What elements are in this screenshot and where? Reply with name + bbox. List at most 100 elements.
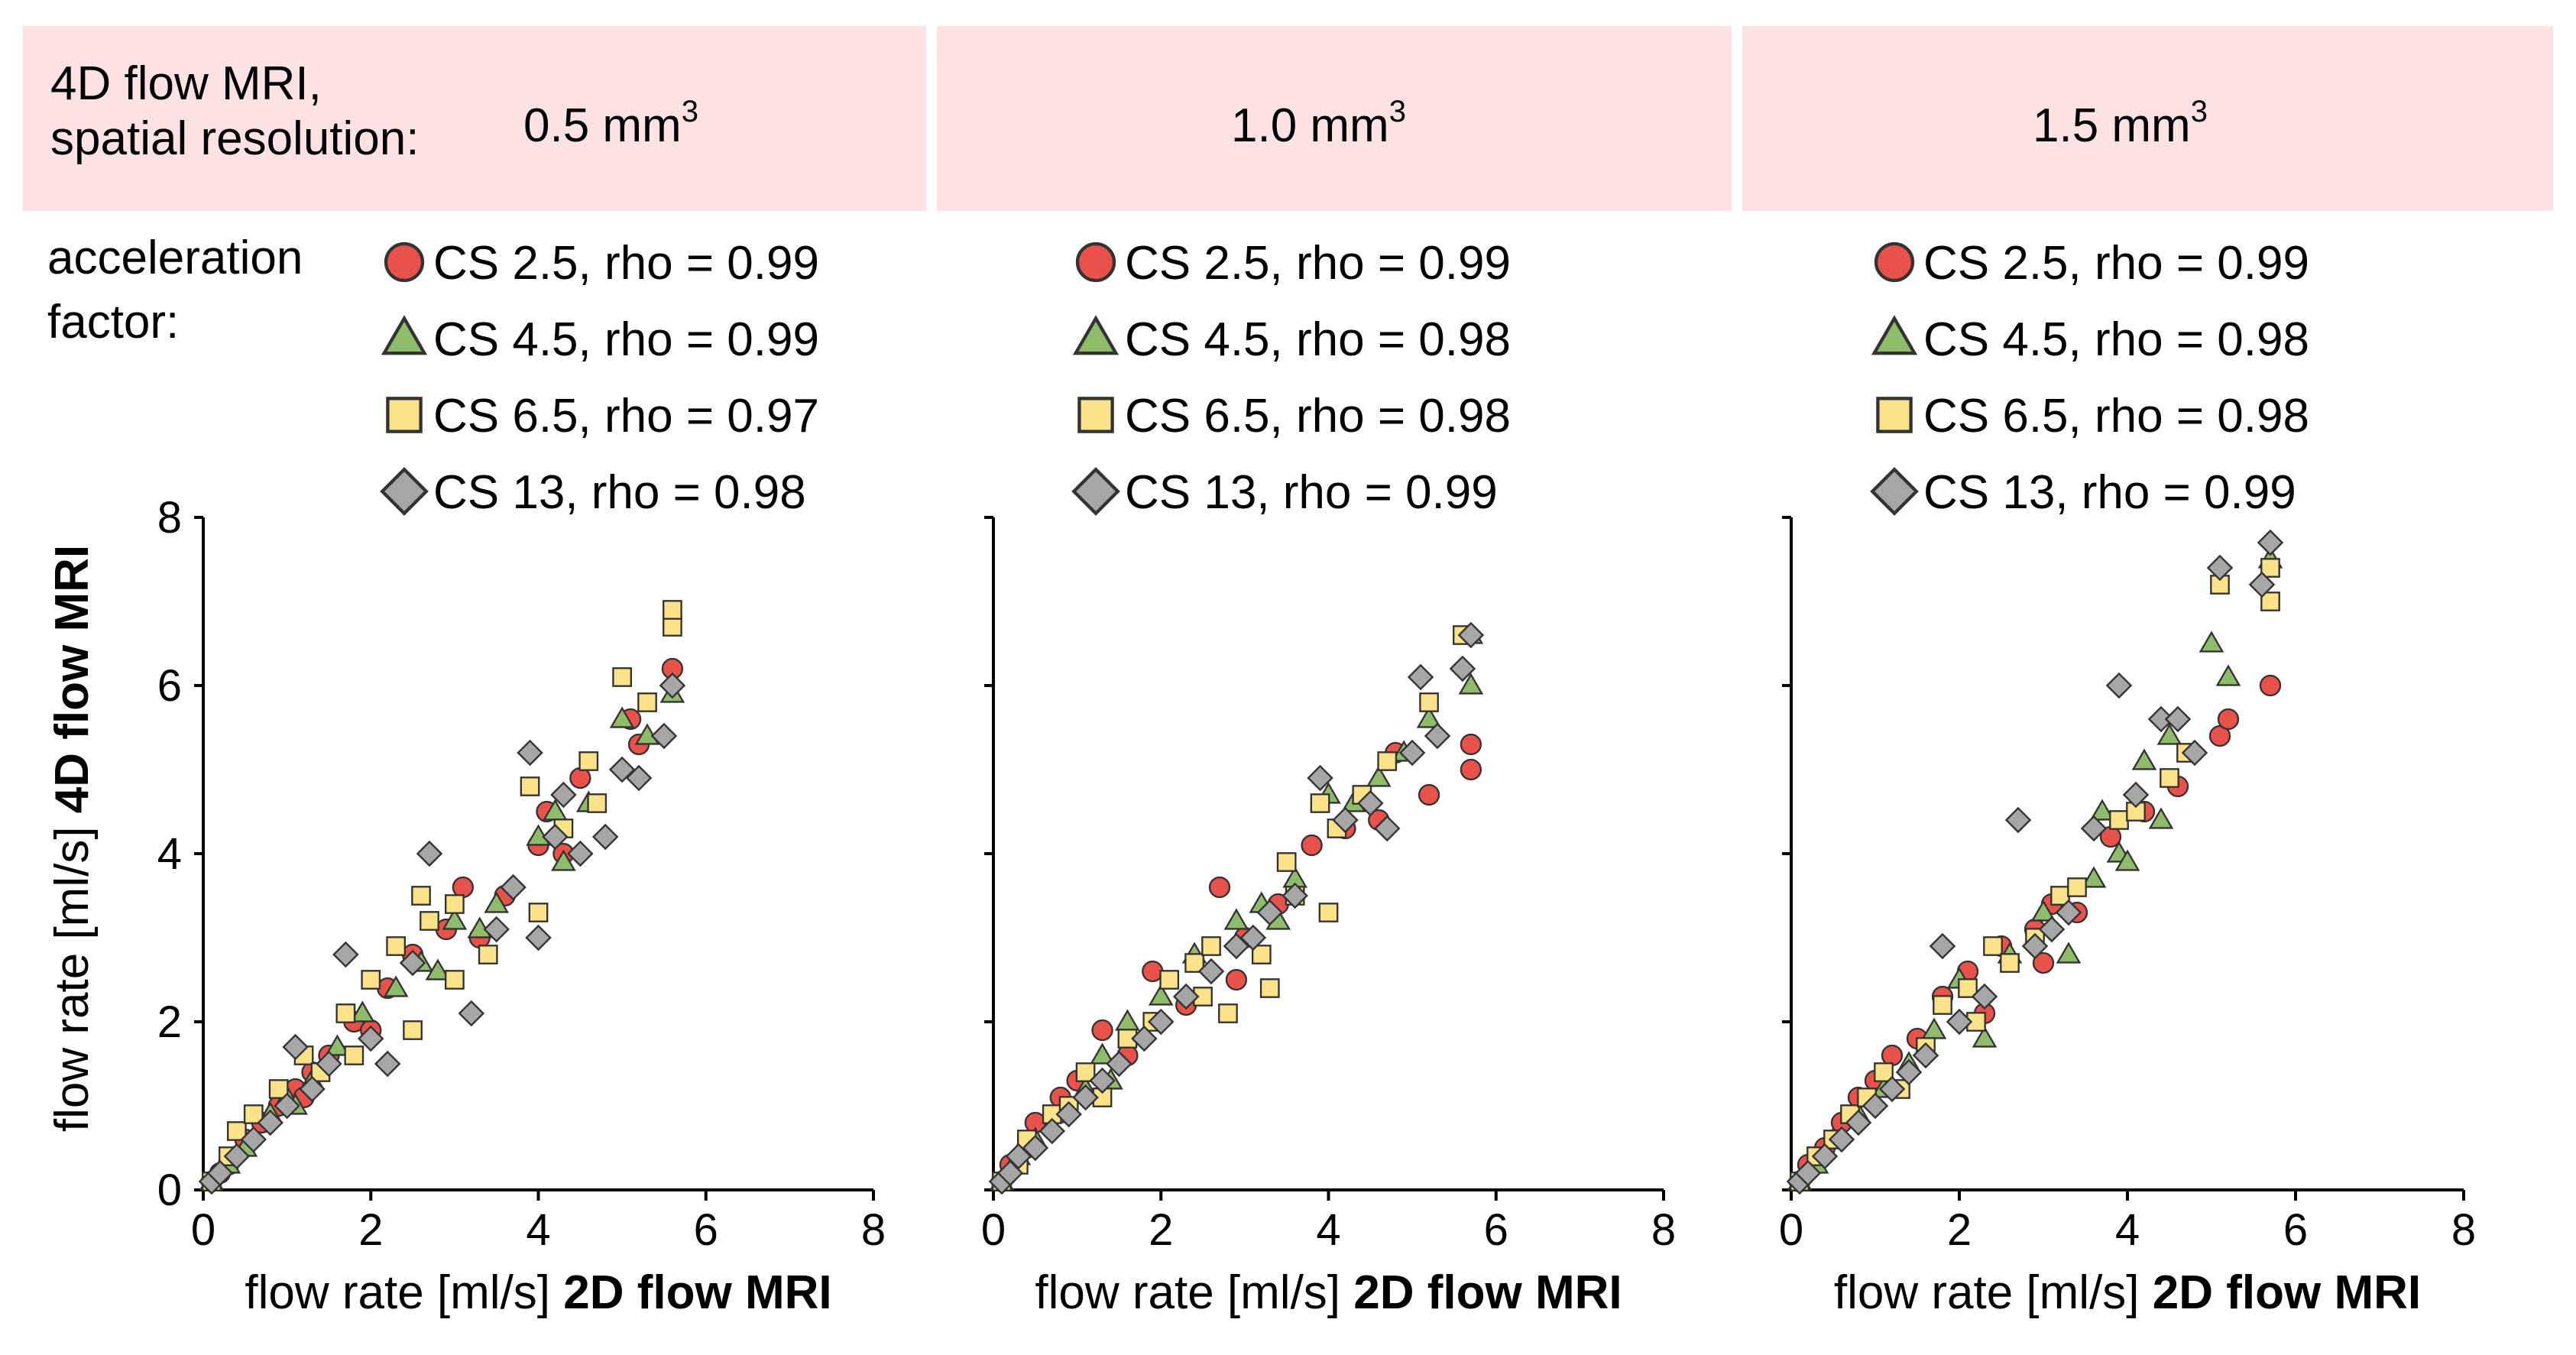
data-point-triangle [2114, 849, 2140, 871]
data-point-diamond [1878, 1075, 1906, 1103]
data-point-diamond [650, 722, 678, 750]
data-point-diamond [1912, 1042, 1939, 1069]
data-point-triangle [1366, 765, 1392, 787]
legend-marker-circle [1075, 242, 1116, 283]
data-point-diamond [1971, 983, 1998, 1010]
legend-entry: CS 2.5, rho = 0.99 [433, 237, 819, 290]
data-point-triangle [1458, 673, 1484, 695]
data-point-square [386, 936, 407, 956]
legend-entry: CS 13, rho = 0.98 [433, 466, 806, 519]
data-point-square [1419, 692, 1439, 712]
data-point-square [528, 903, 549, 922]
data-point-square [1159, 970, 1180, 990]
data-point-square [1377, 751, 1398, 771]
data-point-triangle [484, 891, 510, 913]
y-tick-label: 4 [157, 829, 182, 879]
data-point-square [420, 911, 439, 931]
legend-entry: CS 2.5, rho = 0.99 [1125, 237, 1511, 290]
data-point-diamond [2021, 932, 2049, 960]
y-tick-label: 2 [157, 997, 182, 1047]
resolution-label-1: 0.5 mm3 [523, 95, 698, 153]
data-point-diamond [1794, 1159, 1822, 1187]
legend-marker-diamond [1071, 467, 1120, 516]
data-point-triangle [1416, 706, 1442, 728]
data-point-diamond [525, 924, 552, 951]
data-point-circle [2032, 951, 2055, 974]
legend-marker-circle [1874, 242, 1915, 283]
x-tick-label: 0 [191, 1205, 215, 1255]
x-tick-label: 8 [2451, 1205, 2476, 1255]
legend-marker-square [1077, 397, 1114, 433]
data-point-circle [1418, 783, 1440, 806]
legend-entry: CS 13, rho = 0.99 [1125, 466, 1498, 519]
data-point-diamond [483, 916, 510, 943]
legend-entry: CS 4.5, rho = 0.98 [1923, 313, 2309, 366]
data-point-diamond [1147, 1008, 1175, 1036]
legend-entry: CS 6.5, rho = 0.98 [1923, 390, 2309, 442]
data-point-circle [1091, 1019, 1113, 1042]
x-tick-label: 8 [861, 1205, 886, 1255]
data-point-triangle [1223, 908, 1249, 930]
data-point-diamond [1307, 764, 1333, 792]
data-point-square [478, 945, 498, 964]
data-point-circle [1460, 733, 1482, 756]
data-point-circle [452, 876, 475, 899]
data-point-square [2260, 558, 2280, 578]
data-point-square [1259, 978, 1280, 998]
legend-marker-triangle [381, 315, 428, 355]
data-point-diamond [2206, 554, 2234, 582]
data-point-diamond [257, 1109, 284, 1136]
data-point-triangle [2131, 748, 2157, 770]
legend-label: acceleration factor: [47, 226, 303, 355]
x-tick-label: 0 [981, 1205, 1006, 1255]
data-point-square [1251, 945, 1272, 964]
data-point-triangle [2199, 630, 2224, 653]
row-label-line2: spatial resolution: [50, 112, 420, 165]
data-point-diamond [1357, 789, 1384, 817]
y-axis-label: flow rate [ml/s] 4D flow MRI [46, 545, 99, 1132]
data-point-square [1958, 978, 1978, 998]
data-point-triangle [325, 1034, 350, 1056]
y-tick-label: 8 [157, 493, 182, 543]
row-label: 4D flow MRI, spatial resolution: [50, 57, 420, 167]
data-point-diamond [1039, 1117, 1065, 1145]
data-point-diamond [659, 672, 686, 699]
data-point-square [612, 667, 632, 687]
data-point-triangle [609, 706, 635, 728]
legend-marker-triangle [1871, 315, 1918, 355]
data-point-diamond [458, 1000, 485, 1027]
data-point-diamond [1398, 739, 1426, 767]
data-point-diamond [240, 1126, 267, 1153]
data-point-diamond [1223, 932, 1250, 960]
data-point-square [1874, 1062, 1894, 1082]
data-point-triangle [551, 849, 576, 871]
data-point-diamond [1256, 899, 1284, 926]
legend-entry: CS 6.5, rho = 0.97 [433, 390, 819, 442]
legend-entry: CS 13, rho = 0.99 [1923, 466, 2296, 519]
data-point-square [1318, 903, 1339, 922]
data-point-triangle [2030, 900, 2056, 922]
legend-marker-diamond [1870, 467, 1919, 516]
data-point-diamond [2055, 899, 2082, 926]
data-point-circle [1225, 968, 1248, 991]
data-point-diamond [274, 1092, 300, 1120]
data-point-square [663, 617, 682, 637]
data-point-diamond [1197, 958, 1225, 985]
resolution-sup: 3 [2190, 95, 2208, 128]
data-point-diamond [591, 823, 619, 851]
legend-marker-diamond [380, 467, 429, 516]
data-point-diamond [399, 949, 426, 977]
resolution-value: 1.0 mm [1231, 99, 1389, 152]
data-point-diamond [500, 874, 527, 901]
data-point-square [335, 1003, 356, 1023]
data-point-diamond [1239, 924, 1267, 951]
row-label-line1: 4D flow MRI, [50, 57, 322, 110]
data-point-diamond [1449, 655, 1476, 682]
data-point-square [2160, 768, 2179, 788]
data-point-square [1933, 995, 1952, 1015]
legend-label-line1: acceleration [47, 232, 303, 284]
legend-entry: CS 6.5, rho = 0.98 [1125, 390, 1511, 442]
data-point-diamond [2038, 916, 2066, 943]
data-point-diamond [625, 764, 653, 792]
